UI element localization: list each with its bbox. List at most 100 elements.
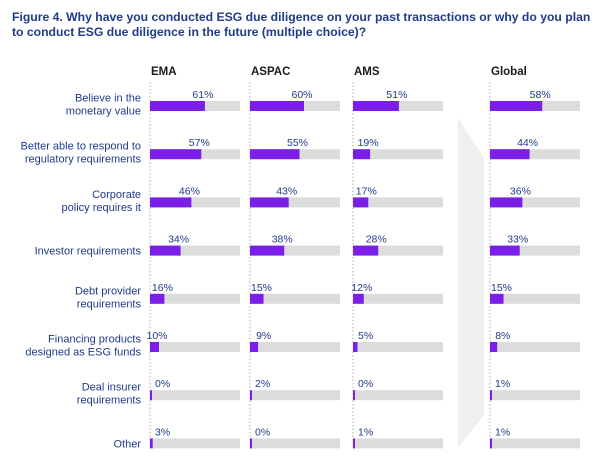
category-label-line: policy requires it bbox=[62, 202, 141, 214]
data-label: 0% bbox=[358, 378, 373, 390]
series-header: EMA bbox=[151, 66, 177, 78]
bar-track bbox=[250, 438, 340, 449]
category-label-line: Debt provider bbox=[75, 285, 141, 297]
bar-track bbox=[353, 438, 443, 449]
bar bbox=[490, 149, 530, 160]
data-label: 46% bbox=[179, 185, 200, 197]
data-label: 57% bbox=[189, 137, 210, 149]
data-label: 15% bbox=[251, 282, 272, 294]
data-label: 43% bbox=[276, 185, 297, 197]
bar bbox=[150, 390, 152, 401]
bar bbox=[250, 342, 259, 352]
series-header: ASPAC bbox=[251, 66, 290, 78]
bar-track bbox=[250, 245, 340, 256]
data-label: 19% bbox=[358, 137, 379, 149]
category-label-line: Believe in the bbox=[75, 93, 141, 105]
bar-track bbox=[250, 293, 340, 304]
category-label: Debt provider requirements bbox=[75, 285, 142, 310]
data-label: 9% bbox=[256, 330, 271, 342]
bar-track bbox=[490, 149, 580, 160]
bar bbox=[490, 438, 492, 449]
data-label: 51% bbox=[386, 89, 407, 101]
bar bbox=[353, 149, 371, 160]
bar bbox=[490, 197, 523, 208]
bar bbox=[353, 197, 369, 208]
bar-track bbox=[353, 390, 443, 401]
bar bbox=[150, 342, 159, 352]
bar-track bbox=[353, 293, 443, 304]
data-label: 28% bbox=[366, 234, 387, 246]
bar bbox=[250, 101, 304, 111]
data-label: 17% bbox=[356, 185, 377, 197]
category-label-line: Deal insurer bbox=[82, 382, 142, 394]
data-label: 0% bbox=[255, 426, 270, 438]
data-label: 1% bbox=[358, 426, 373, 438]
bar bbox=[150, 293, 165, 304]
data-label: 8% bbox=[495, 330, 510, 342]
category-label-line: designed as ESG funds bbox=[25, 347, 141, 359]
bar-track bbox=[150, 245, 240, 256]
category-label-line: monetary value bbox=[66, 106, 141, 118]
category-label-line: Investor requirements bbox=[35, 246, 142, 258]
bar bbox=[150, 149, 202, 160]
category-label-line: requirements bbox=[77, 298, 142, 310]
bar bbox=[490, 390, 492, 401]
bar bbox=[150, 438, 153, 449]
bar-track bbox=[150, 342, 240, 352]
bar-track bbox=[490, 438, 580, 449]
category-label: Corporate policy requires it bbox=[62, 189, 141, 214]
category-label: Investor requirements bbox=[35, 246, 142, 258]
bar-track bbox=[150, 293, 240, 304]
bar-track bbox=[353, 245, 443, 256]
bar bbox=[250, 390, 252, 401]
data-label: 34% bbox=[168, 234, 189, 246]
data-label: 58% bbox=[530, 89, 551, 101]
bar bbox=[490, 101, 543, 111]
category-label-line: Other bbox=[113, 438, 141, 450]
data-label: 15% bbox=[491, 282, 512, 294]
bar bbox=[353, 245, 379, 256]
bar-track bbox=[250, 390, 340, 401]
bar bbox=[353, 438, 355, 449]
bar bbox=[150, 245, 181, 256]
bar bbox=[150, 197, 192, 208]
category-label-line: Corporate bbox=[92, 189, 141, 201]
bar bbox=[490, 293, 504, 304]
data-label: 1% bbox=[495, 378, 510, 390]
category-label: Financing products designed as ESG funds bbox=[25, 334, 141, 359]
bar bbox=[250, 197, 289, 208]
bar-track bbox=[490, 342, 580, 352]
category-label: Believe in the monetary value bbox=[66, 93, 141, 118]
data-label: 44% bbox=[517, 137, 538, 149]
category-label-line: Financing products bbox=[48, 334, 141, 346]
bar bbox=[353, 390, 355, 401]
bar bbox=[353, 293, 364, 304]
bar-track bbox=[150, 438, 240, 449]
chart-title: Figure 4. Why have you conducted ESG due… bbox=[12, 10, 591, 39]
category-label: Better able to respond to regulatory requ… bbox=[21, 141, 142, 166]
data-label: 36% bbox=[510, 185, 531, 197]
bar bbox=[250, 245, 285, 256]
bar-track bbox=[250, 197, 340, 208]
category-label: Other bbox=[113, 438, 141, 450]
bar-track bbox=[490, 245, 580, 256]
bar bbox=[250, 149, 300, 160]
bar bbox=[490, 342, 498, 352]
data-label: 38% bbox=[272, 234, 293, 246]
data-label: 10% bbox=[146, 330, 167, 342]
data-label: 2% bbox=[255, 378, 270, 390]
data-label: 12% bbox=[351, 282, 372, 294]
data-label: 16% bbox=[152, 282, 173, 294]
bar-track bbox=[150, 197, 240, 208]
category-label-line: Better able to respond to bbox=[21, 141, 141, 153]
bar bbox=[250, 438, 252, 449]
series-header: Global bbox=[491, 66, 527, 78]
data-label: 55% bbox=[287, 137, 308, 149]
data-label: 61% bbox=[192, 89, 213, 101]
region-arrow bbox=[458, 118, 484, 448]
bar bbox=[150, 101, 205, 111]
data-label: 5% bbox=[358, 330, 373, 342]
category-label-line: requirements bbox=[77, 395, 142, 407]
bar-track bbox=[250, 342, 340, 352]
